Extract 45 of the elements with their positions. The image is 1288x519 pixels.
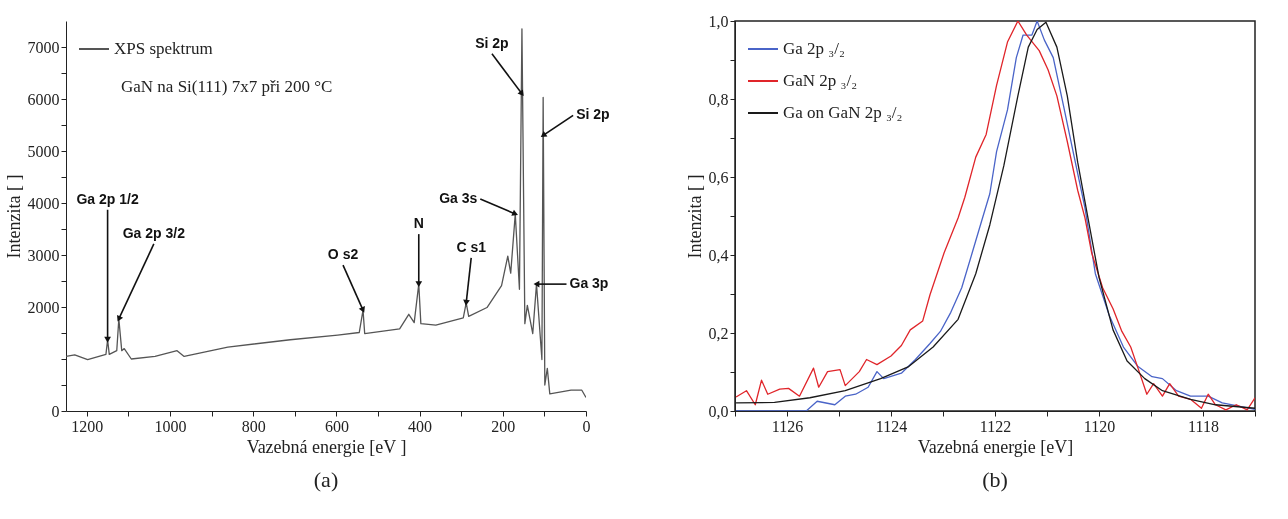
y-tick-label: 7000 (27, 38, 60, 56)
x-tick-label: 1200 (71, 417, 104, 435)
y-axis-title: Intenzita [ ] (684, 174, 705, 259)
annotation: O s2 (327, 246, 359, 263)
y-tick-label: 6000 (27, 90, 60, 108)
y-tick-label: 1,0 (708, 12, 729, 30)
annotation: N (413, 215, 424, 232)
annotation: Ga 2p 3/2 (122, 224, 186, 241)
y-tick-label: 4000 (27, 194, 60, 212)
y-tick-label: 0,8 (708, 90, 729, 108)
text: (b) (982, 467, 1008, 492)
annotation: Ga 2p 1/2 (76, 190, 139, 207)
annotation: Ga 3s (439, 189, 478, 206)
y-tick-label: 2000 (27, 298, 60, 316)
legend-label: Ga 2p ₃/₂ (783, 39, 845, 58)
x-tick-label: 1118 (1188, 417, 1219, 435)
legend-label: XPS spektrum (114, 39, 213, 58)
y-tick-label: 0,4 (708, 246, 729, 264)
y-tick-label: 0,0 (708, 402, 729, 420)
x-tick-label: 0 (582, 417, 591, 435)
y-tick-label: 0,6 (708, 168, 729, 186)
y-tick-label: 5000 (27, 142, 60, 160)
x-tick-label: 600 (324, 417, 349, 435)
x-tick-label: 1000 (154, 417, 187, 435)
x-tick-label: 1120 (1083, 417, 1116, 435)
annotation: Ga 3p (569, 275, 609, 292)
annotation: GaN na Si(111) 7x7 při 200 °C (121, 77, 333, 96)
x-tick-label: 1126 (771, 417, 804, 435)
y-tick-label: 0,2 (708, 324, 729, 342)
x-axis-title: Vazebná energie [eV] (917, 436, 1074, 457)
annotation: Si 2p (576, 106, 610, 123)
x-tick-label: 800 (241, 417, 266, 435)
y-tick-label: 0 (51, 402, 60, 420)
x-tick-label: 200 (491, 417, 516, 435)
annotation: Si 2p (475, 34, 509, 51)
x-tick-label: 1122 (979, 417, 1012, 435)
y-tick-label: 3000 (27, 246, 60, 264)
x-tick-label: 400 (408, 417, 433, 435)
y-axis-title: Intenzita [ ] (3, 174, 24, 259)
legend-label: GaN 2p ₃/₂ (783, 71, 858, 90)
legend-label: Ga on GaN 2p ₃/₂ (783, 103, 903, 122)
annotation: C s1 (456, 238, 487, 255)
x-tick-label: 1124 (875, 417, 908, 435)
text: (a) (313, 467, 339, 492)
x-axis-title: Vazebná energie [eV ] (246, 436, 407, 457)
